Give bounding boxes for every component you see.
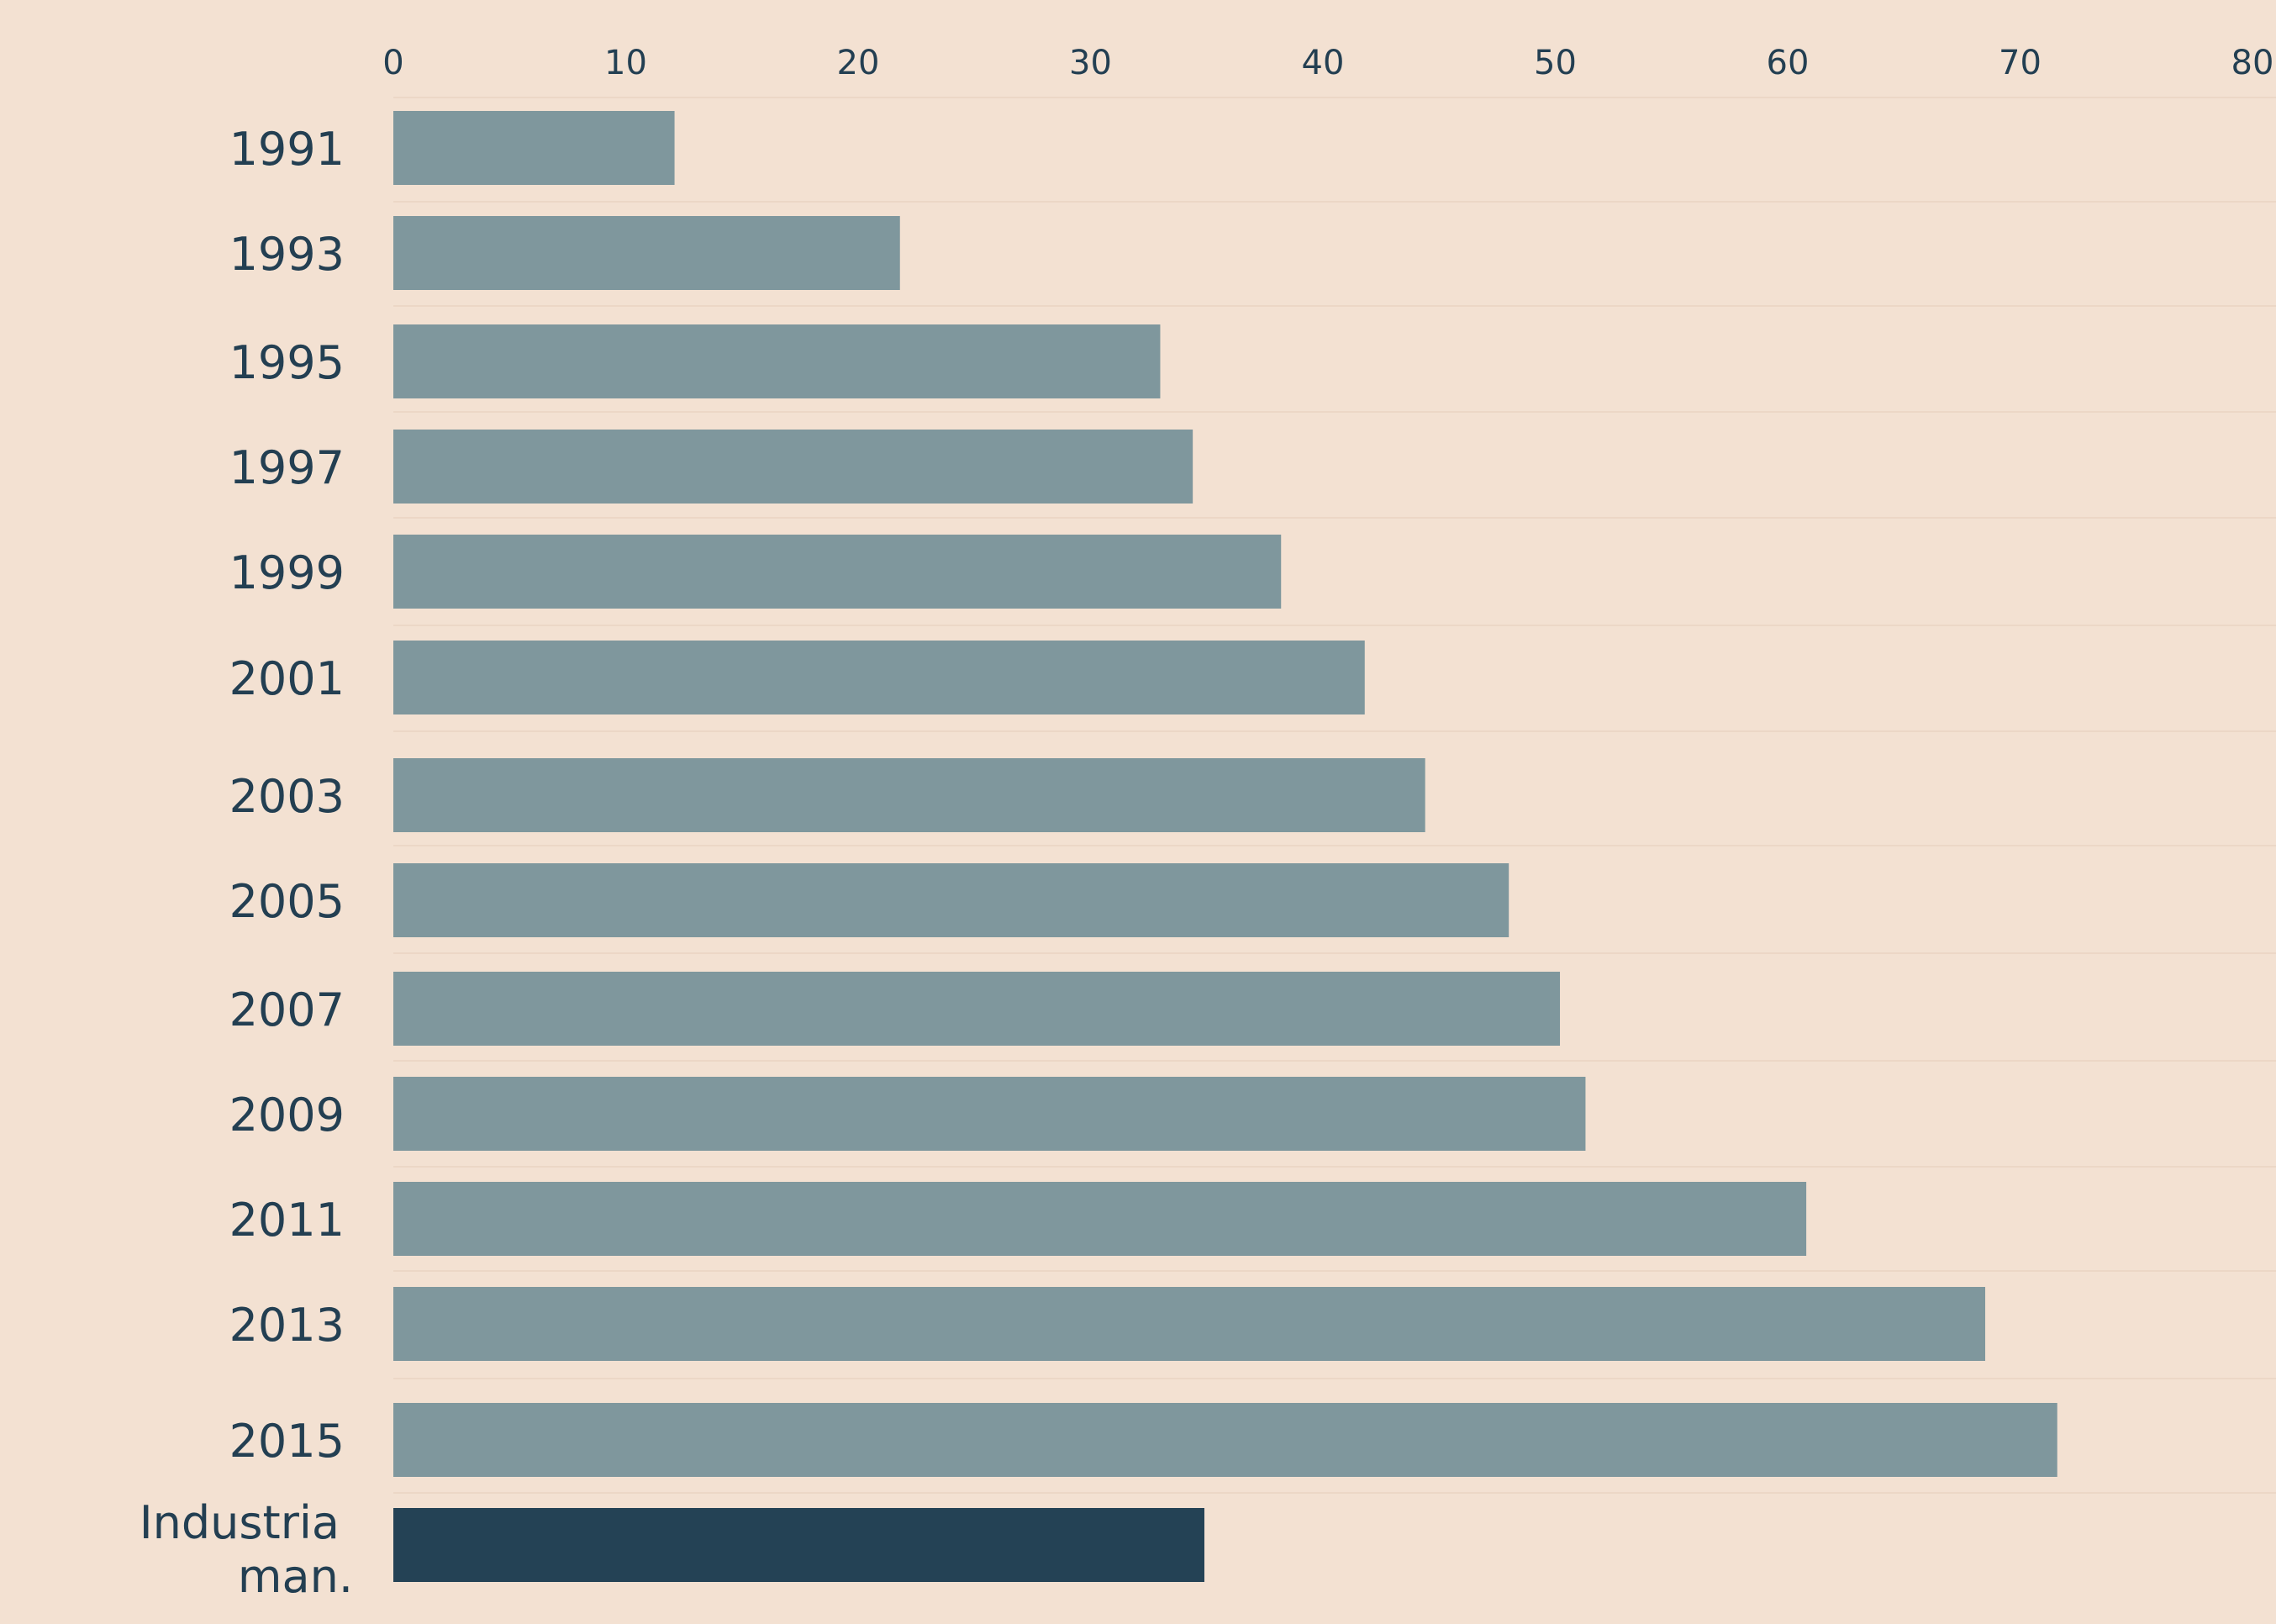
bar xyxy=(393,1287,1986,1361)
category-label: 1993 xyxy=(229,228,345,281)
x-tick-label: 60 xyxy=(1767,44,1810,82)
category-label: 2011 xyxy=(229,1194,345,1247)
bar xyxy=(393,1077,1586,1151)
bar xyxy=(393,758,1425,832)
x-tick-label: 30 xyxy=(1069,44,1112,82)
category-label: 2003 xyxy=(229,770,345,823)
x-axis-ticks: 0 10 20 30 40 50 60 70 80 xyxy=(382,44,2273,82)
bar xyxy=(393,430,1193,504)
category-label: 2013 xyxy=(229,1299,345,1352)
category-label: 2005 xyxy=(229,875,345,928)
x-tick-label: 20 xyxy=(837,44,880,82)
x-tick-label: 0 xyxy=(382,44,403,82)
category-label: 1997 xyxy=(229,441,345,494)
bar xyxy=(393,641,1365,714)
category-labels: 1991 1993 1995 1997 1999 2001 2003 2005 2007 2009… xyxy=(140,123,353,1603)
x-tick-label: 80 xyxy=(2231,44,2274,82)
category-label: 2015 xyxy=(229,1415,345,1468)
bars xyxy=(393,111,2057,1582)
x-tick-label: 40 xyxy=(1302,44,1345,82)
category-label: 1991 xyxy=(229,123,345,176)
bar xyxy=(393,863,1509,937)
category-label: 1995 xyxy=(229,336,345,389)
category-label: 2007 xyxy=(229,983,345,1036)
x-tick-label: 70 xyxy=(1999,44,2042,82)
bar xyxy=(393,1403,2057,1477)
category-label: 1999 xyxy=(229,546,345,599)
category-label: 2009 xyxy=(229,1089,345,1142)
x-tick-label: 10 xyxy=(604,44,647,82)
category-label: 2001 xyxy=(229,652,345,705)
x-tick-label: 50 xyxy=(1534,44,1577,82)
bar xyxy=(393,535,1282,609)
bar xyxy=(393,216,900,290)
category-label: Industria man. xyxy=(140,1496,353,1603)
bar xyxy=(393,324,1161,398)
bar xyxy=(393,111,675,185)
bar xyxy=(393,1508,1204,1582)
gridlines xyxy=(393,97,2276,1494)
bar xyxy=(393,972,1561,1046)
bar xyxy=(393,1182,1807,1256)
